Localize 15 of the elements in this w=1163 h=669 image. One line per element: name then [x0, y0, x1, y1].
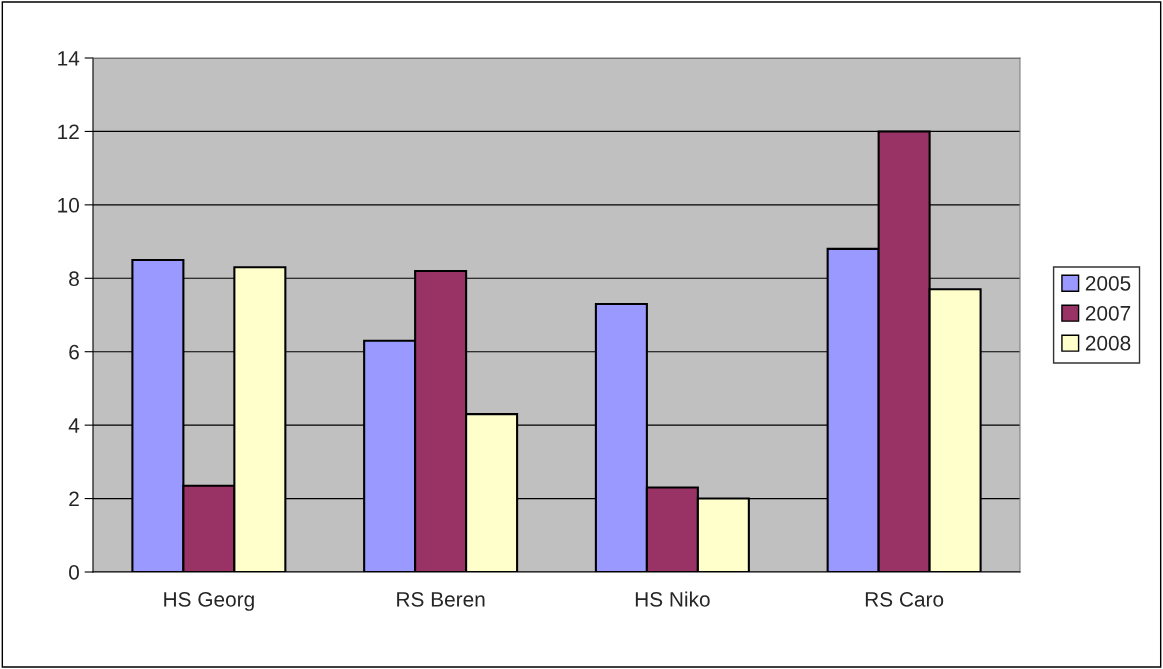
x-tick-label: HS Niko	[635, 591, 710, 607]
legend-label: 2005	[1085, 275, 1131, 291]
y-tick-label: 0	[69, 565, 79, 580]
y-tick-label: 6	[69, 344, 79, 360]
legend-label: 2008	[1085, 335, 1131, 351]
y-tick-label: 2	[69, 491, 79, 507]
y-tick-label: 10	[58, 197, 79, 213]
y-tick-label: 12	[58, 124, 79, 139]
x-tick-label: RS Caro	[865, 591, 944, 607]
x-tick-label: RS Beren	[397, 591, 485, 607]
legend-label: 2007	[1085, 305, 1131, 321]
x-tick-label: HS Georg	[164, 591, 254, 611]
y-tick-label: 4	[68, 418, 80, 433]
y-tick-label: 8	[69, 271, 79, 287]
y-tick-label: 14	[58, 51, 80, 66]
